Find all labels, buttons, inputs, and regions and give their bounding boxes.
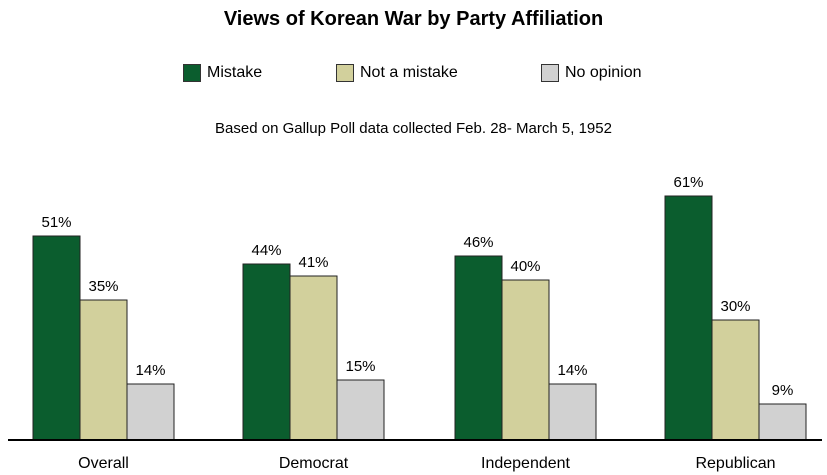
data-label-overall-no-opinion: 14% [135,362,165,379]
legend-item-not-a-mistake: Not a mistake [336,64,458,82]
data-label-independent-not-a-mistake: 40% [510,258,540,275]
chart-title: Views of Korean War by Party Affiliation [223,8,604,30]
legend-swatch-mistake [183,64,201,82]
chart-subtitle: Based on Gallup Poll data collected Feb.… [215,120,612,137]
data-label-independent-no-opinion: 14% [557,362,587,379]
data-label-republican-not-a-mistake: 30% [720,298,750,315]
bar-democrat-not-a-mistake [289,275,338,441]
legend-swatch-not-a-mistake [336,64,354,82]
legend-item-no-opinion: No opinion [541,64,642,82]
data-label-overall-mistake: 51% [41,214,71,231]
data-label-democrat-no-opinion: 15% [345,358,375,375]
legend-label-mistake: Mistake [207,64,263,81]
data-label-democrat-mistake: 44% [251,242,281,259]
data-label-republican-mistake: 61% [673,174,703,191]
category-label-independent: Independent [481,455,571,472]
bar-republican-not-a-mistake [711,319,760,441]
category-label-democrat: Democrat [279,455,349,472]
bar-republican-no-opinion [758,403,807,441]
legend-swatch-no-opinion [541,64,559,82]
data-label-overall-not-a-mistake: 35% [88,278,118,295]
bar-independent-not-a-mistake [501,279,550,441]
data-label-republican-no-opinion: 9% [772,382,794,399]
category-label-overall: Overall [78,455,129,472]
data-label-independent-mistake: 46% [463,234,493,251]
legend-label-no-opinion: No opinion [565,64,642,81]
bar-democrat-no-opinion [336,379,385,441]
bar-independent-mistake [454,255,503,441]
bar-overall-mistake [32,235,81,441]
bar-democrat-mistake [242,263,291,441]
bar-overall-no-opinion [126,383,175,441]
legend-item-mistake: Mistake [183,64,262,82]
bar-independent-no-opinion [548,383,597,441]
category-label-republican: Republican [695,455,775,472]
legend: Mistake Not a mistake No opinion [0,64,827,86]
legend-label-not-a-mistake: Not a mistake [360,64,458,81]
bar-republican-mistake [664,195,713,441]
bar-overall-not-a-mistake [79,299,128,441]
data-label-democrat-not-a-mistake: 41% [298,254,328,271]
